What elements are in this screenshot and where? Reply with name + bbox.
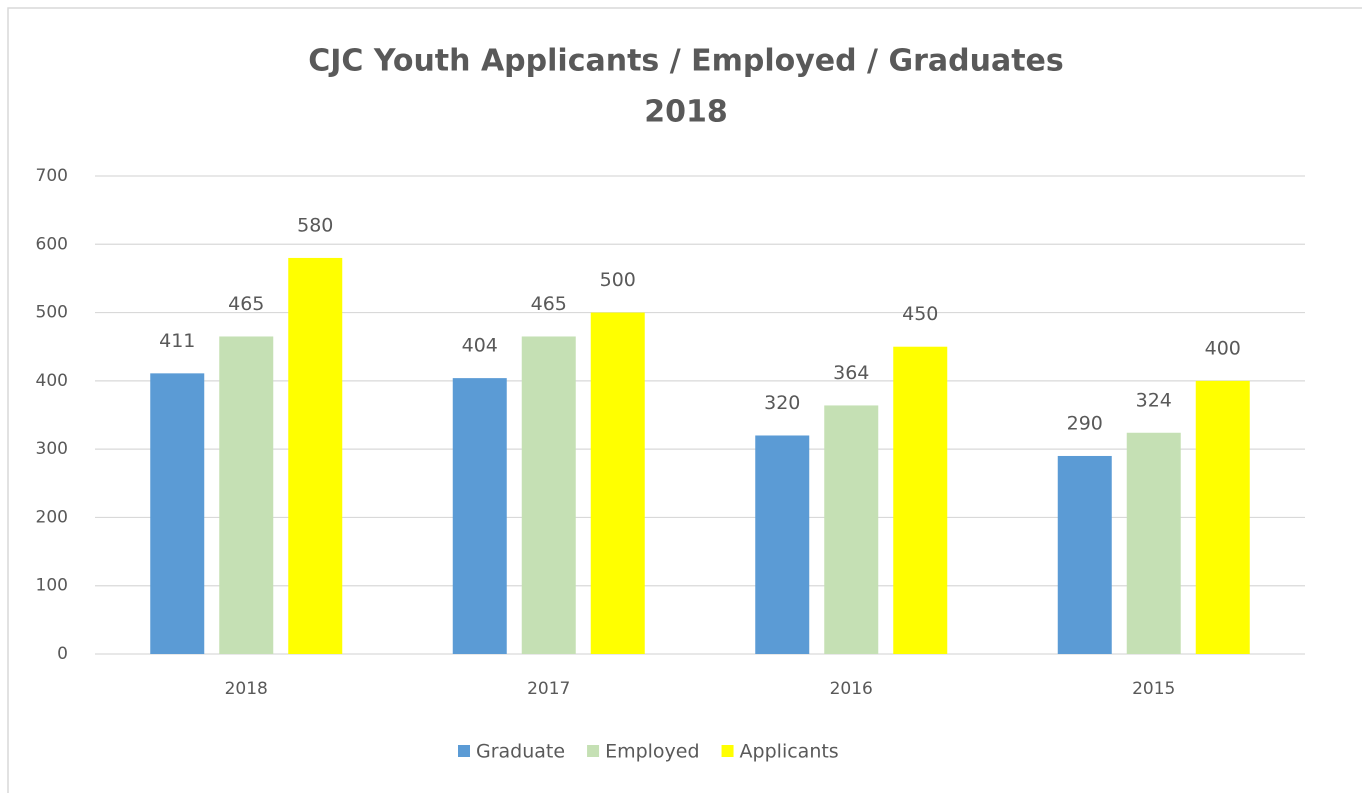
data-label: 500: [600, 269, 636, 291]
x-tick-label: 2018: [225, 679, 268, 699]
bar: [219, 336, 274, 654]
legend-label: Employed: [605, 741, 699, 763]
data-label: 580: [297, 214, 333, 236]
bar: [1057, 455, 1112, 654]
y-tick-label: 300: [36, 439, 68, 459]
y-tick-label: 0: [57, 644, 68, 664]
y-tick-label: 500: [36, 303, 68, 323]
data-label: 465: [228, 293, 264, 315]
y-tick-label: 400: [36, 371, 68, 391]
data-label: 324: [1136, 389, 1172, 411]
data-label: 450: [902, 303, 938, 325]
legend-swatch: [587, 745, 600, 757]
data-label: 320: [764, 392, 800, 414]
bar: [1195, 380, 1250, 654]
chart-subtitle: 2018: [644, 95, 728, 130]
x-tick-label: 2017: [527, 679, 570, 699]
y-tick-label: 700: [36, 166, 68, 186]
y-tick-label: 600: [36, 234, 68, 254]
data-label: 411: [159, 330, 195, 352]
legend-label: Applicants: [740, 741, 839, 763]
y-tick-label: 100: [36, 576, 68, 596]
bar: [521, 336, 576, 654]
bar: [755, 435, 810, 654]
legend-label: Graduate: [476, 741, 565, 763]
data-label: 290: [1067, 412, 1103, 434]
data-label: 400: [1205, 337, 1241, 359]
chart-border: [7, 7, 1362, 793]
legend-swatch: [721, 745, 734, 757]
bar: [590, 312, 645, 654]
bar: [452, 378, 507, 654]
data-label: 404: [462, 335, 498, 357]
data-label: 465: [531, 293, 567, 315]
legend-swatch: [458, 745, 470, 757]
chart-title: CJC Youth Applicants / Employed / Gradua…: [308, 44, 1064, 79]
x-tick-label: 2016: [830, 679, 873, 699]
bar: [824, 405, 879, 654]
x-tick-label: 2015: [1132, 679, 1175, 699]
y-tick-label: 200: [36, 507, 68, 527]
bar: [150, 373, 205, 654]
data-label: 364: [833, 362, 869, 384]
bar: [893, 346, 948, 654]
bar: [1126, 432, 1181, 654]
bar: [288, 257, 343, 654]
